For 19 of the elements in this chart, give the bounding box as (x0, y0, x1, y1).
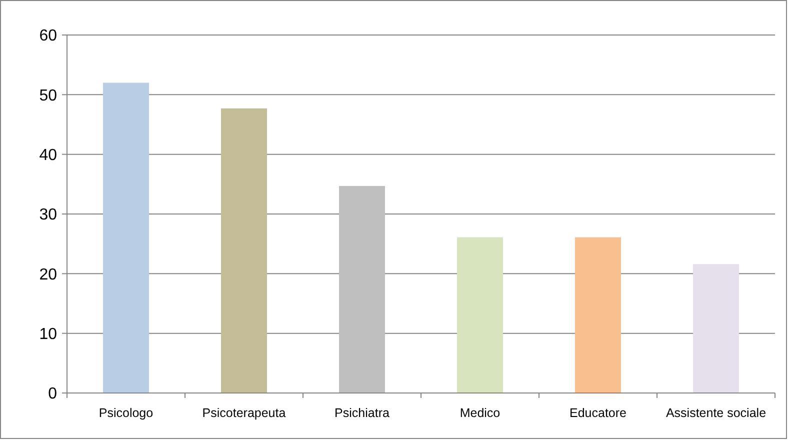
x-tick-label: Assistente sociale (666, 406, 766, 420)
y-tick-label: 10 (39, 326, 58, 343)
bar (574, 237, 622, 393)
y-tick-label: 0 (48, 386, 58, 403)
bar (220, 108, 268, 393)
bar (692, 264, 740, 393)
y-tick-label: 20 (39, 266, 58, 284)
x-tick-label: Medico (460, 406, 500, 420)
bar (456, 237, 504, 393)
bar (102, 82, 150, 393)
bar (338, 186, 386, 393)
y-tick-label: 30 (39, 206, 58, 224)
y-tick-label: 50 (39, 87, 58, 104)
y-tick-label: 40 (39, 146, 58, 164)
x-tick-label: Psicologo (98, 406, 154, 420)
x-tick-label: Psicoterapeuta (202, 406, 286, 420)
x-tick-label: Educatore (570, 406, 627, 420)
x-tick-label: Psichiatra (334, 406, 390, 420)
y-tick-label: 60 (39, 28, 58, 45)
